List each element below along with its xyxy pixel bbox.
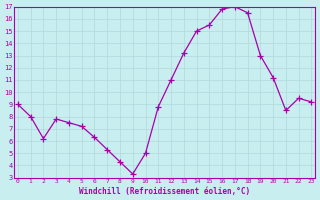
X-axis label: Windchill (Refroidissement éolien,°C): Windchill (Refroidissement éolien,°C)	[79, 187, 250, 196]
